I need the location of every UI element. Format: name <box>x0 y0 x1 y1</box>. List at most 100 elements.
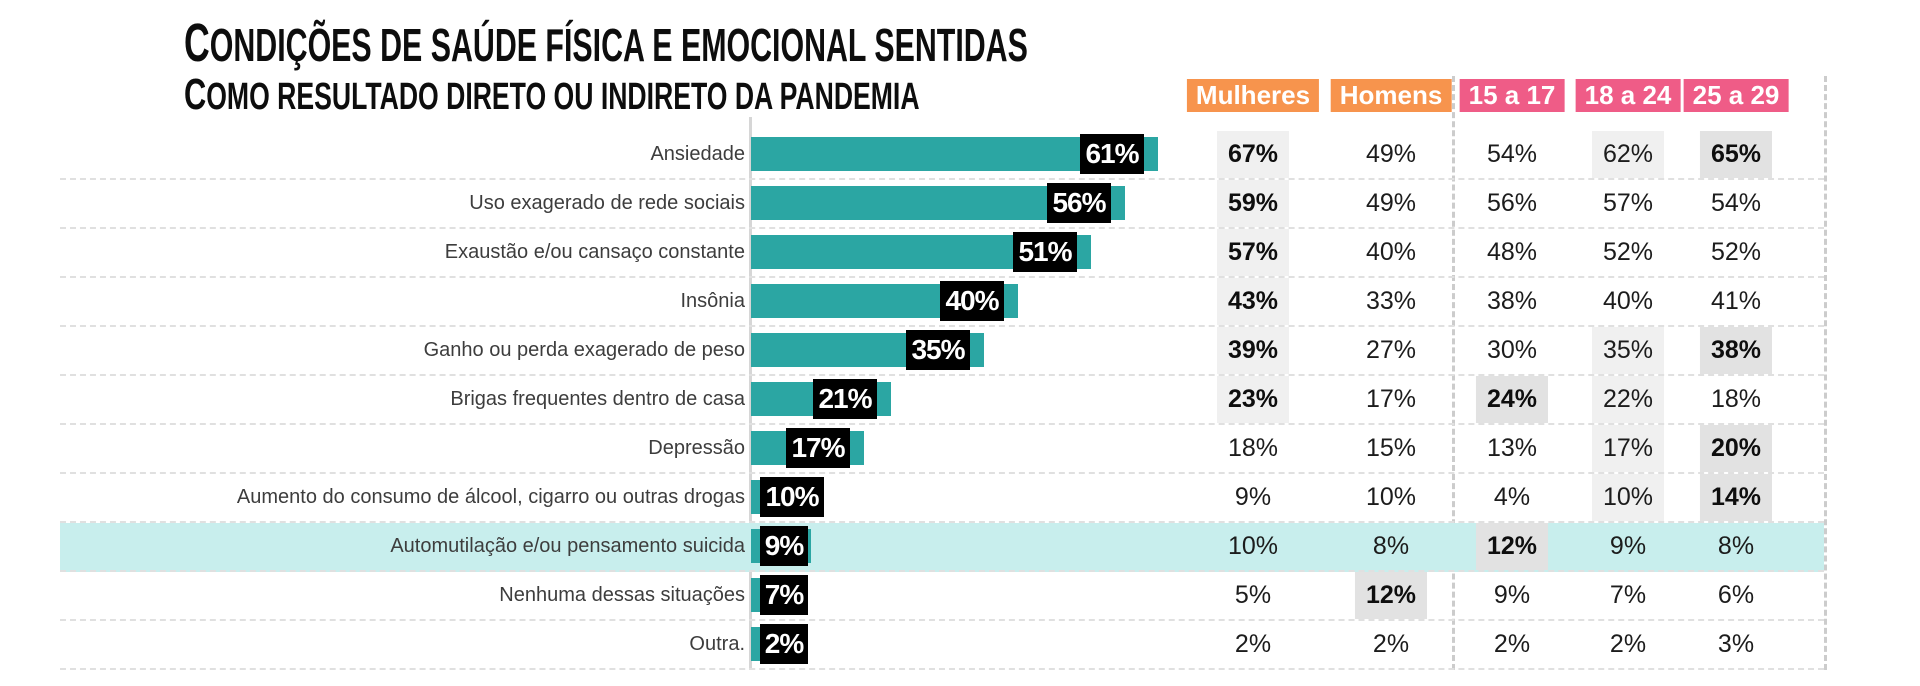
bar-value-label: 10% <box>760 477 824 517</box>
cell-mulheres: 39% <box>1216 327 1290 374</box>
cell-15-17: 24% <box>1475 376 1549 423</box>
cell-18-24: 2% <box>1609 630 1647 658</box>
cell-mulheres: 9% <box>1234 483 1272 511</box>
chart-row: Outra. 2% 2% 2% 2% 2% 3% <box>60 621 1824 670</box>
cell-mulheres: 2% <box>1234 630 1272 658</box>
row-label: Nenhuma dessas situações <box>499 584 745 606</box>
cell-15-17: 48% <box>1486 238 1538 266</box>
chart-row: Depressão 17% 18% 15% 13% 17% 20% <box>60 425 1824 474</box>
bar-value-label: 9% <box>760 526 808 566</box>
cell-25-29: 20% <box>1699 425 1773 472</box>
row-label: Ansiedade <box>650 143 745 165</box>
cell-25-29: 8% <box>1717 532 1755 560</box>
cell-18-24: 17% <box>1591 425 1665 472</box>
cell-homens: 15% <box>1365 434 1417 462</box>
cell-mulheres: 5% <box>1234 581 1272 609</box>
bar-value-label: 17% <box>786 428 850 468</box>
row-label: Uso exagerado de rede sociais <box>469 192 745 214</box>
bar-baseline-axis <box>749 117 752 670</box>
cell-18-24: 7% <box>1609 581 1647 609</box>
bar-value-label: 2% <box>760 624 808 664</box>
cell-15-17: 38% <box>1486 287 1538 315</box>
cell-18-24: 52% <box>1602 238 1654 266</box>
chart-row: Uso exagerado de rede sociais 56% 59% 49% 56… <box>60 180 1824 229</box>
cell-15-17: 30% <box>1486 336 1538 364</box>
cell-mulheres: 43% <box>1216 278 1290 325</box>
row-label: Outra. <box>689 633 745 655</box>
cell-homens: 49% <box>1365 140 1417 168</box>
cell-mulheres: 10% <box>1227 532 1279 560</box>
cell-homens: 10% <box>1365 483 1417 511</box>
cell-homens: 8% <box>1372 532 1410 560</box>
cell-homens: 2% <box>1372 630 1410 658</box>
cell-25-29: 54% <box>1710 189 1762 217</box>
bar-value-label: 51% <box>1013 232 1077 272</box>
cell-15-17: 12% <box>1475 523 1549 570</box>
dashed-divider-gender-age <box>1452 76 1455 670</box>
column-header-mulheres: Mulheres <box>1186 79 1320 112</box>
chart-row: Ganho ou perda exagerado de peso 35% 39% 27… <box>60 327 1824 376</box>
column-header-15-17: 15 a 17 <box>1459 79 1565 112</box>
cell-15-17: 2% <box>1493 630 1531 658</box>
chart-subtitle: COMO RESULTADO DIRETO OU INDIRETO DA PAN… <box>184 70 920 119</box>
chart-row: Brigas frequentes dentro de casa 21% 23% 17… <box>60 376 1824 425</box>
column-header-homens: Homens <box>1330 79 1452 112</box>
cell-homens: 17% <box>1365 385 1417 413</box>
cell-18-24: 62% <box>1591 131 1665 178</box>
cell-mulheres: 18% <box>1227 434 1279 462</box>
cell-25-29: 3% <box>1717 630 1755 658</box>
chart-row: Insônia 40% 43% 33% 38% 40% 41% <box>60 278 1824 327</box>
column-header-18-24: 18 a 24 <box>1575 79 1681 112</box>
cell-18-24: 57% <box>1602 189 1654 217</box>
row-label: Exaustão e/ou cansaço constante <box>444 241 745 263</box>
bar-value-label: 40% <box>940 281 1004 321</box>
cell-mulheres: 23% <box>1216 376 1290 423</box>
chart-row: Exaustão e/ou cansaço constante 51% 57% 40%… <box>60 229 1824 278</box>
cell-25-29: 38% <box>1699 327 1773 374</box>
cell-mulheres: 59% <box>1216 180 1290 227</box>
cell-homens: 12% <box>1354 572 1428 619</box>
bar-value-label: 61% <box>1080 134 1144 174</box>
chart-row: Ansiedade 61% 67% 49% 54% 62% 65% <box>60 131 1824 180</box>
chart-row: Aumento do consumo de álcool, cigarro ou… <box>60 474 1824 523</box>
cell-homens: 49% <box>1365 189 1417 217</box>
cell-homens: 40% <box>1365 238 1417 266</box>
cell-mulheres: 67% <box>1216 131 1290 178</box>
title-block: CONDIÇÕES DE SAÚDE FÍSICA E EMOCIONAL SE… <box>184 16 1463 118</box>
bar-value-label: 56% <box>1047 183 1111 223</box>
cell-15-17: 13% <box>1486 434 1538 462</box>
chart-title: CONDIÇÕES DE SAÚDE FÍSICA E EMOCIONAL SE… <box>184 13 1028 73</box>
cell-18-24: 10% <box>1591 474 1665 521</box>
bar-value-label: 7% <box>760 575 808 615</box>
row-label: Ganho ou perda exagerado de peso <box>423 339 745 361</box>
cell-15-17: 9% <box>1493 581 1531 609</box>
row-label: Insônia <box>680 290 746 312</box>
cell-mulheres: 57% <box>1216 229 1290 276</box>
rows: Ansiedade 61% 67% 49% 54% 62% 65% Uso exagerado… <box>60 131 1824 670</box>
row-label: Brigas frequentes dentro de casa <box>450 388 745 410</box>
bar-value-label: 35% <box>906 330 970 370</box>
row-label: Aumento do consumo de álcool, cigarro ou… <box>236 486 745 508</box>
cell-18-24: 35% <box>1591 327 1665 374</box>
row-label: Automutilação e/ou pensamento suicida <box>390 535 745 557</box>
row-label: Depressão <box>648 437 745 459</box>
cell-15-17: 4% <box>1493 483 1531 511</box>
chart-row: Nenhuma dessas situações 7% 5% 12% 9% 7% 6% <box>60 572 1824 621</box>
cell-homens: 27% <box>1365 336 1417 364</box>
chart-row: Automutilação e/ou pensamento suicida 9% 1… <box>60 523 1824 572</box>
cell-18-24: 22% <box>1591 376 1665 423</box>
cell-25-29: 65% <box>1699 131 1773 178</box>
cell-25-29: 41% <box>1710 287 1762 315</box>
cell-15-17: 54% <box>1486 140 1538 168</box>
cell-15-17: 56% <box>1486 189 1538 217</box>
cell-25-29: 52% <box>1710 238 1762 266</box>
column-header-25-29: 25 a 29 <box>1683 79 1789 112</box>
cell-25-29: 6% <box>1717 581 1755 609</box>
cell-18-24: 9% <box>1609 532 1647 560</box>
bar-value-label: 21% <box>813 379 877 419</box>
cell-18-24: 40% <box>1602 287 1654 315</box>
cell-homens: 33% <box>1365 287 1417 315</box>
dashed-divider-right <box>1824 76 1827 670</box>
cell-25-29: 14% <box>1699 474 1773 521</box>
